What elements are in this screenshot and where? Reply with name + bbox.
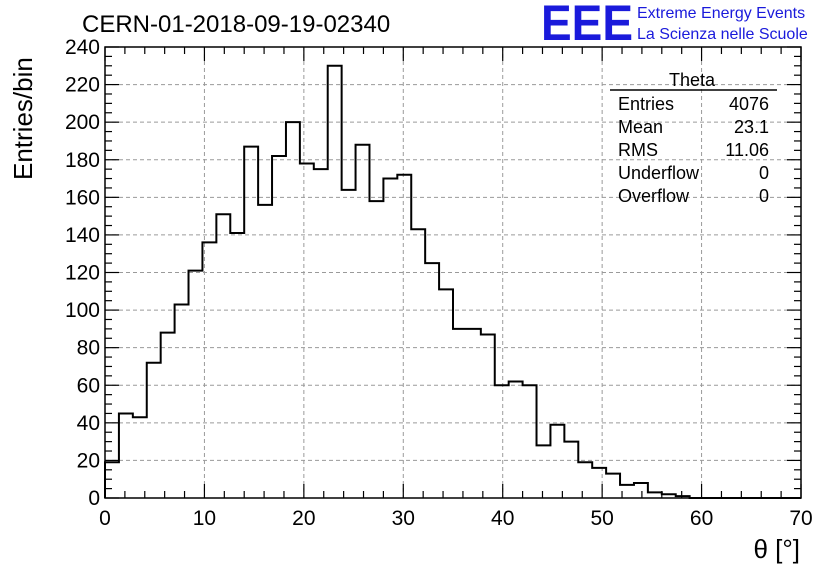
histogram-bin [244,147,258,498]
histogram-bin [578,462,592,498]
x-tick-label: 70 [789,507,812,530]
x-tick-label: 0 [99,507,111,530]
eee-logo: EEE Extreme Energy Events La Scienza nel… [541,0,808,51]
axis-ticks [104,46,802,499]
stats-value-mean: 23.1 [734,117,769,137]
histogram-bin [328,66,342,498]
histogram-bin [175,304,189,498]
histogram-bin [481,335,495,498]
histogram-bin [105,462,119,498]
stats-label-underflow: Underflow [618,163,700,183]
histogram-bin [411,229,425,498]
stats-value-entries: 4076 [729,94,769,114]
x-axis-label: θ [°] [753,534,800,564]
stats-box: Theta Entries 4076 Mean 23.1 RMS 11.06 U… [610,70,777,206]
x-tick-label: 30 [392,507,415,530]
histogram-bin [606,474,620,498]
x-tick-label: 10 [193,507,216,530]
histogram-bin [300,164,314,498]
y-tick-labels: 0 20 40 60 80 100 120 140 160 180 200 220 240 [65,36,100,510]
grid-lines [105,47,801,498]
y-tick-label: 220 [65,74,100,97]
histogram-bin [314,169,328,498]
y-tick-label: 100 [65,299,100,322]
histogram-bin [258,205,272,498]
histogram-bin [189,271,203,498]
histogram-bin [342,190,356,498]
histogram-outline [104,64,801,499]
x-tick-label: 60 [690,507,713,530]
histogram-bin [495,385,509,498]
histogram-bin [356,145,370,498]
x-tick-label: 40 [491,507,514,530]
stats-value-underflow: 0 [759,163,769,183]
stats-label-entries: Entries [618,94,674,114]
stats-label-overflow: Overflow [618,186,690,206]
histogram-bin [202,242,216,498]
y-tick-label: 120 [65,262,100,285]
histogram-bin [216,214,230,498]
y-tick-label: 80 [77,337,100,360]
histogram-bin [550,425,564,498]
stats-label-rms: RMS [618,140,658,160]
histogram-bin [537,445,551,498]
histogram-bin [147,363,161,498]
histogram-bin [397,175,411,498]
histogram-bin [439,289,453,498]
y-tick-label: 40 [77,412,100,435]
histogram-bin [119,413,133,498]
histogram-bin [509,381,523,498]
stats-title: Theta [669,70,716,90]
histogram-bin [286,122,300,498]
x-tick-label: 50 [590,507,613,530]
logo-line-2: La Scienza nelle Scuole [637,26,808,43]
x-tick-labels: 0 10 20 30 40 50 60 70 [99,507,813,530]
logo-letters: EEE [541,0,633,51]
stats-value-overflow: 0 [759,186,769,206]
y-tick-label: 60 [77,374,100,397]
y-tick-label: 200 [65,111,100,134]
y-tick-label: 140 [65,224,100,247]
histogram-bin [634,483,648,498]
histogram-bin [369,201,383,498]
y-tick-label: 180 [65,149,100,172]
histogram-bin [467,329,481,498]
y-axis-label: Entries/bin [8,57,38,180]
histogram-bars [104,64,801,499]
y-tick-label: 240 [65,36,100,59]
histogram-bin [383,179,397,498]
histogram-bin [523,385,537,498]
plot-frame [104,46,802,499]
histogram-bin [592,468,606,498]
stats-label-mean: Mean [618,117,663,137]
histogram-bin [161,333,175,498]
histogram-bin [272,156,286,498]
histogram-bin [564,442,578,498]
y-tick-label: 0 [88,487,100,510]
y-tick-label: 160 [65,186,100,209]
x-tick-label: 20 [292,507,315,530]
logo-line-1: Extreme Energy Events [637,5,805,22]
histogram-bin [453,329,467,498]
stats-value-rms: 11.06 [725,140,769,160]
y-tick-label: 20 [77,449,100,472]
histogram-bin [133,417,147,498]
chart-title: CERN-01-2018-09-19-02340 [82,11,390,38]
histogram-bin [425,263,439,498]
histogram-bin [230,233,244,498]
